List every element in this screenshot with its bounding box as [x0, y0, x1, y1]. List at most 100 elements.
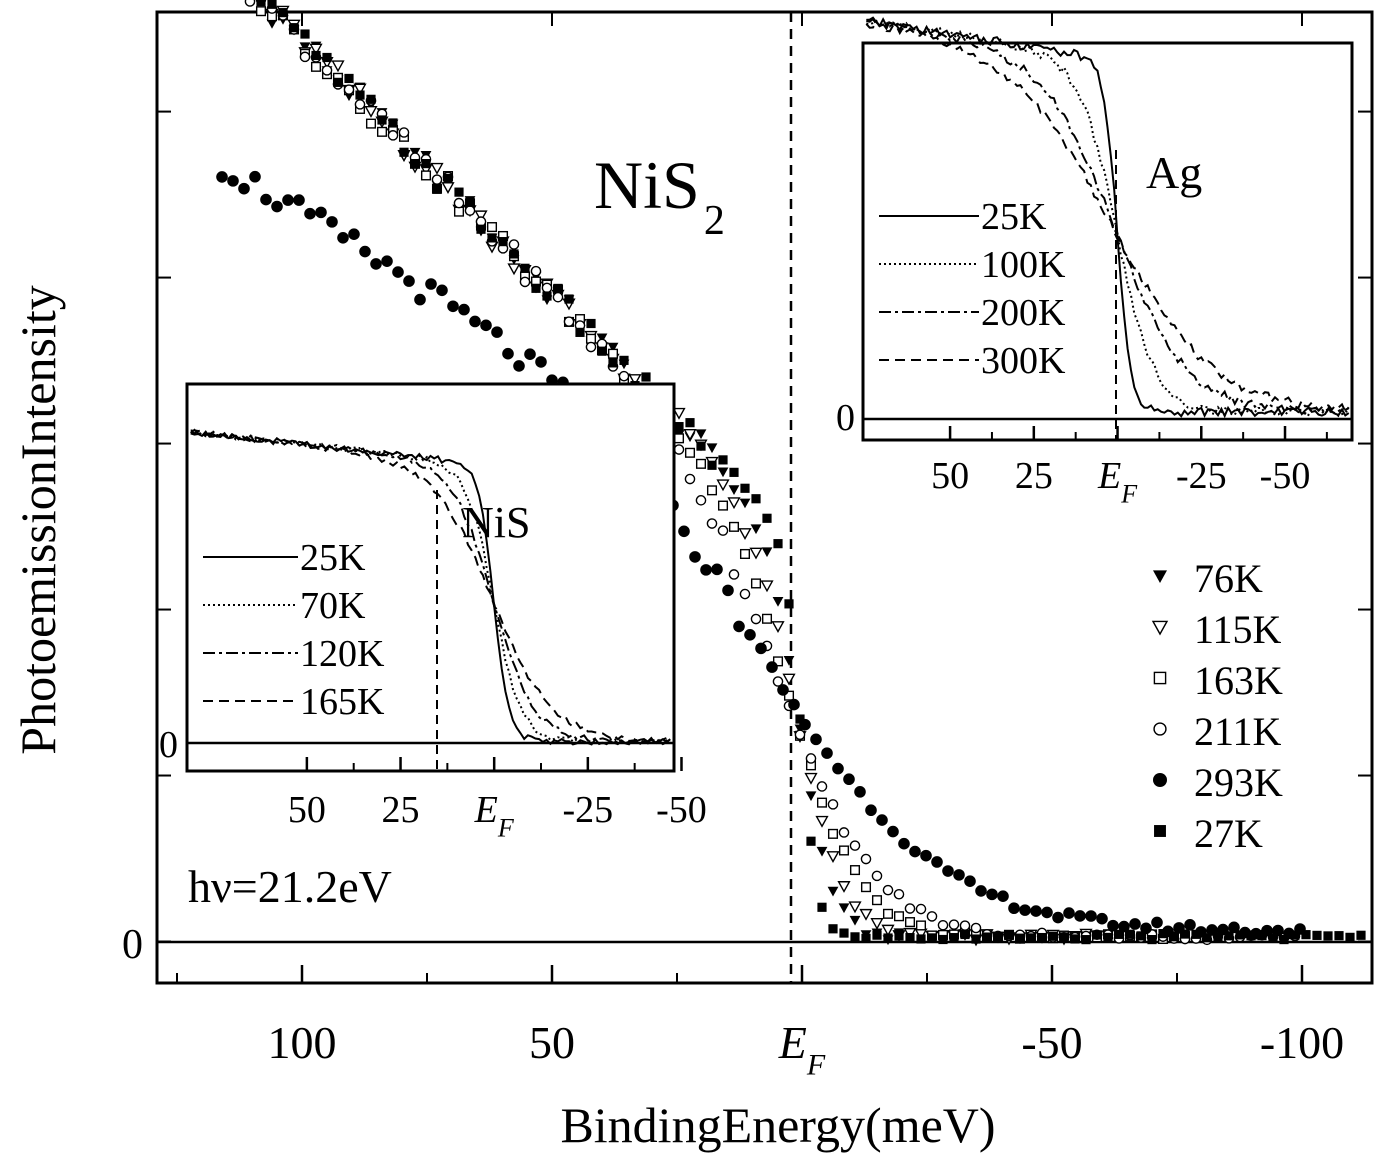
data-point-211K — [750, 613, 762, 625]
data-point-76K — [728, 485, 740, 495]
data-point-27K — [542, 291, 552, 301]
data-point-211K — [673, 444, 685, 455]
data-point-163K — [695, 458, 707, 469]
data-point-211K — [849, 840, 861, 851]
data-point-163K — [871, 895, 883, 906]
data-point-293K — [414, 293, 426, 306]
series-27K — [256, 0, 1366, 945]
data-point-27K — [1015, 933, 1025, 943]
data-point-27K — [1026, 933, 1036, 943]
inset-nis-ticks — [305, 757, 683, 771]
data-point-27K — [927, 933, 937, 943]
inset-ag: 50 25 EF -25 -50 0 Ag 25K 100K 200K 300K — [836, 16, 1354, 508]
data-point-293K — [986, 888, 998, 901]
data-point-293K — [403, 275, 415, 287]
main-x-ticks — [157, 12, 1372, 983]
data-point-27K — [872, 930, 882, 940]
data-point-27K — [377, 115, 387, 125]
data-point-293K — [843, 773, 855, 786]
data-point-293K — [1008, 902, 1020, 915]
data-point-115K — [507, 263, 521, 276]
data-point-163K — [838, 845, 850, 856]
data-point-293K — [1096, 912, 1108, 925]
data-point-27K — [509, 249, 519, 259]
data-point-293K — [1129, 918, 1141, 930]
data-point-163K — [684, 447, 696, 458]
data-point-76K — [266, 19, 278, 29]
curve-70K — [190, 429, 671, 746]
data-point-27K — [949, 933, 959, 943]
data-point-293K — [348, 228, 360, 240]
data-point-27K — [344, 73, 354, 84]
data-point-293K — [337, 232, 349, 244]
inset-ag-frame — [861, 41, 1354, 442]
data-point-293K — [480, 319, 492, 332]
data-point-211K — [926, 911, 938, 922]
data-point-27K — [410, 158, 420, 169]
data-point-293K — [513, 360, 525, 372]
tick-label-subscript: F — [1120, 479, 1138, 508]
data-point-293K — [1052, 911, 1064, 924]
data-point-76K — [772, 596, 784, 607]
data-point-76K — [695, 429, 707, 440]
data-point-163K — [750, 578, 762, 589]
data-point-293K — [469, 315, 481, 328]
data-point-293K — [436, 284, 448, 297]
data-point-163K — [739, 548, 751, 560]
main-x-tick-label: 100 — [268, 1017, 337, 1068]
data-point-211K — [552, 291, 564, 303]
data-point-27K — [388, 118, 398, 128]
data-point-27K — [762, 513, 772, 523]
legend-label-120K: 120K — [300, 633, 385, 675]
data-point-293K — [964, 875, 976, 887]
data-point-27K — [971, 934, 981, 944]
data-point-211K — [431, 174, 443, 185]
data-point-27K — [1301, 930, 1311, 940]
data-point-27K — [1158, 929, 1168, 939]
data-point-76K — [750, 524, 762, 535]
data-point-293K — [425, 278, 437, 290]
data-point-211K — [827, 799, 839, 810]
data-point-293K — [1107, 919, 1119, 932]
data-point-211K — [618, 370, 630, 382]
data-point-293K — [1118, 920, 1130, 933]
data-point-293K — [216, 171, 228, 183]
data-point-293K — [1030, 905, 1042, 917]
data-point-27K — [1235, 930, 1245, 940]
data-point-27K — [784, 599, 794, 609]
main-data-points — [216, 0, 1366, 947]
data-point-27K — [421, 159, 431, 169]
photon-energy-annotation: hν=21.2eV — [188, 861, 392, 912]
data-point-27K — [795, 714, 805, 724]
data-point-27K — [1356, 930, 1366, 940]
data-point-27K — [553, 283, 563, 294]
data-point-115K — [309, 43, 323, 56]
inset-nis-title: NiS — [462, 498, 530, 547]
data-point-27K — [938, 934, 948, 945]
data-point-76K — [849, 915, 861, 926]
data-point-115K — [826, 851, 840, 863]
data-point-27K — [1224, 931, 1234, 941]
data-point-293K — [898, 837, 910, 850]
curve-25K — [866, 16, 1350, 419]
data-point-27K — [1070, 934, 1080, 944]
legend-label-300K: 300K — [981, 340, 1066, 382]
data-point-115K — [331, 60, 345, 73]
data-point-27K — [861, 933, 871, 943]
data-point-293K — [887, 825, 899, 838]
data-point-211K — [387, 130, 399, 141]
tick-label-subscript: F — [806, 1049, 826, 1082]
data-point-293K — [1184, 919, 1196, 931]
data-point-27K — [454, 187, 464, 197]
data-point-115K — [760, 580, 774, 593]
data-point-27K — [1323, 931, 1333, 941]
data-point-293K — [293, 194, 305, 206]
data-point-293K — [854, 786, 866, 798]
data-point-211K — [717, 525, 729, 536]
data-point-293K — [1041, 906, 1053, 919]
inset-x-tick-label: EF — [474, 789, 515, 842]
data-point-211K — [585, 341, 597, 353]
data-point-293K — [1140, 922, 1152, 935]
data-point-293K — [722, 584, 734, 597]
